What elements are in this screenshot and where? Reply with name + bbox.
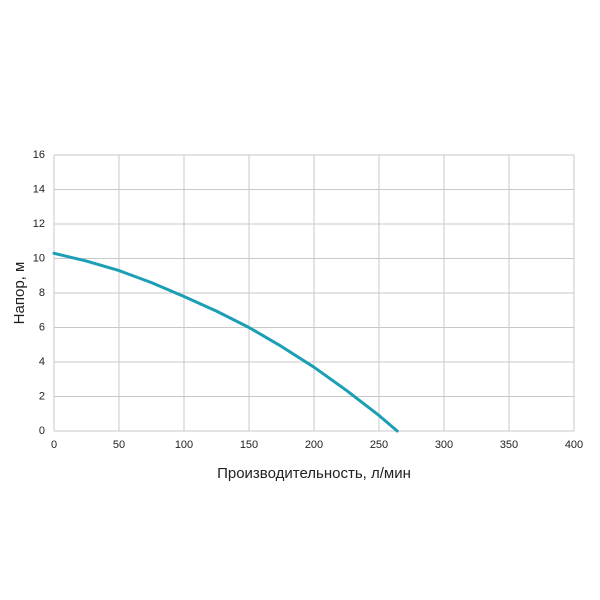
y-tick-label: 0 <box>39 425 45 437</box>
x-tick-label: 250 <box>370 439 388 451</box>
x-tick-label: 200 <box>305 439 323 451</box>
x-tick-label: 50 <box>113 439 125 451</box>
y-tick-label: 4 <box>39 356 45 368</box>
x-tick-label: 100 <box>175 439 193 451</box>
y-tick-label: 10 <box>33 252 45 264</box>
y-tick-label: 12 <box>33 218 45 230</box>
x-tick-label: 0 <box>51 439 57 451</box>
y-tick-label: 6 <box>39 321 45 333</box>
y-axis-title: Напор, м <box>11 262 28 325</box>
y-tick-label: 2 <box>39 390 45 402</box>
y-tick-label: 8 <box>39 287 45 299</box>
x-tick-label: 150 <box>240 439 258 451</box>
x-tick-label: 350 <box>500 439 518 451</box>
x-axis-title: Производительность, л/мин <box>217 465 411 482</box>
y-tick-label: 14 <box>33 183 45 195</box>
y-tick-label: 16 <box>33 149 45 161</box>
x-tick-label: 300 <box>435 439 453 451</box>
x-tick-label: 400 <box>565 439 583 451</box>
line-series <box>52 251 399 433</box>
